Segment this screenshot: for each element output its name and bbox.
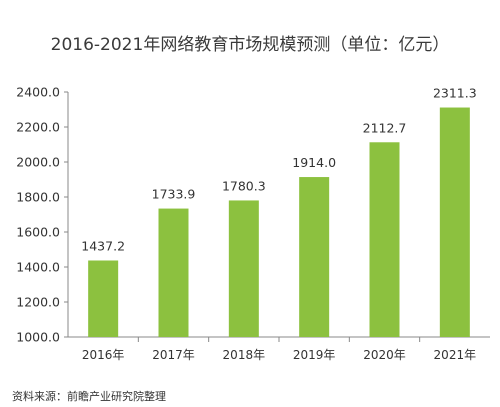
bar <box>369 142 400 337</box>
y-tick-label: 1200.0 <box>16 295 60 310</box>
data-label: 1437.2 <box>81 238 125 253</box>
y-tick-label: 1000.0 <box>16 330 60 345</box>
data-labels: 1437.2 1733.9 1780.3 1914.0 2112.7 2311.3 <box>81 86 476 254</box>
x-tick-label: 2020年 <box>363 348 406 362</box>
y-axis: 1000.0 1200.0 1400.0 1600.0 1800.0 2000.0 2200… <box>16 85 69 345</box>
data-label: 1733.9 <box>152 187 196 202</box>
x-tick-label: 2019年 <box>293 348 336 362</box>
bar <box>228 200 259 337</box>
x-tick-label: 2017年 <box>152 348 195 362</box>
y-tick-label: 1400.0 <box>16 260 60 275</box>
bar <box>158 208 189 337</box>
y-tick-label: 2400.0 <box>16 85 60 100</box>
bar <box>439 107 470 338</box>
x-tick-label: 2021年 <box>434 348 477 362</box>
y-tick-label: 2000.0 <box>16 155 60 170</box>
data-label: 1914.0 <box>292 155 336 170</box>
data-label: 1780.3 <box>222 178 266 193</box>
data-label: 2311.3 <box>433 86 477 101</box>
y-tick-label: 2200.0 <box>16 120 60 135</box>
source-note: 资料来源：前瞻产业研究院整理 <box>12 389 166 403</box>
bar <box>88 260 119 337</box>
bar <box>299 177 330 337</box>
data-label: 2112.7 <box>363 120 407 135</box>
bars <box>88 107 470 338</box>
x-tick-label: 2018年 <box>223 348 266 362</box>
y-tick-label: 1800.0 <box>16 190 60 205</box>
y-tick-label: 1600.0 <box>16 225 60 240</box>
x-axis: 2016年 2017年 2018年 2019年 2020年 2021年 <box>68 336 490 362</box>
x-tick-label: 2016年 <box>82 348 125 362</box>
chart-title: 2016-2021年网络教育市场规模预测（单位：亿元） <box>51 35 450 55</box>
